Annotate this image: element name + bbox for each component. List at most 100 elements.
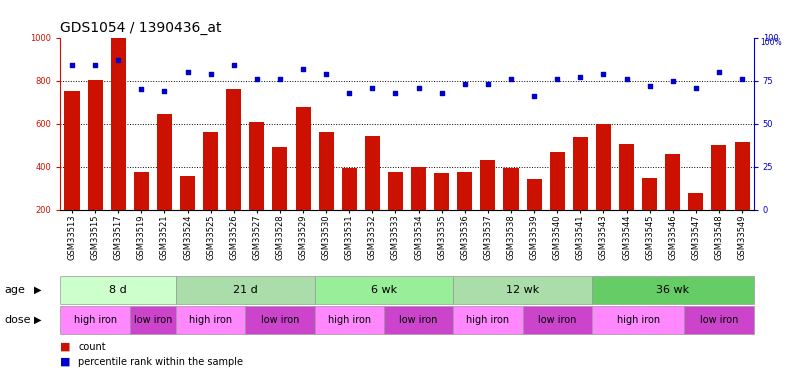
Point <box>597 71 610 77</box>
Point <box>112 57 125 63</box>
Point <box>528 93 541 99</box>
Point <box>320 71 333 77</box>
Text: high iron: high iron <box>73 315 117 325</box>
Point <box>389 90 402 96</box>
Bar <box>157 114 172 253</box>
Bar <box>453 276 592 304</box>
Bar <box>88 80 102 253</box>
Text: high iron: high iron <box>467 315 509 325</box>
Text: count: count <box>78 342 106 352</box>
Point <box>667 78 679 84</box>
Point <box>273 76 286 82</box>
Bar <box>272 147 288 253</box>
Point <box>204 71 217 77</box>
Bar <box>592 276 754 304</box>
Point <box>481 81 494 87</box>
Bar <box>734 142 750 253</box>
Point <box>251 76 264 82</box>
Bar <box>176 276 314 304</box>
Text: 6 wk: 6 wk <box>371 285 397 295</box>
Bar <box>314 276 453 304</box>
Text: age: age <box>4 285 25 295</box>
Bar <box>619 144 634 253</box>
Text: 100%: 100% <box>761 38 782 46</box>
Text: high iron: high iron <box>617 315 659 325</box>
Bar <box>504 168 518 253</box>
Bar <box>64 92 80 253</box>
Bar <box>180 176 195 253</box>
Bar <box>573 137 588 253</box>
Bar <box>596 124 611 253</box>
Text: dose: dose <box>4 315 31 325</box>
Point <box>181 69 194 75</box>
Point <box>343 90 355 96</box>
Point <box>643 83 656 89</box>
Point <box>713 69 725 75</box>
Text: ▶: ▶ <box>34 285 41 295</box>
Text: low iron: low iron <box>700 315 738 325</box>
Bar <box>296 106 310 253</box>
Bar <box>226 89 241 253</box>
Point <box>89 62 102 68</box>
Text: low iron: low iron <box>134 315 172 325</box>
Point <box>297 66 310 72</box>
Bar <box>592 306 684 334</box>
Bar <box>550 152 565 253</box>
Text: 21 d: 21 d <box>233 285 258 295</box>
Bar <box>457 172 472 253</box>
Bar <box>522 306 592 334</box>
Bar <box>365 136 380 253</box>
Point <box>158 88 171 94</box>
Bar <box>665 154 680 253</box>
Text: percentile rank within the sample: percentile rank within the sample <box>78 357 243 367</box>
Bar <box>249 122 264 253</box>
Bar <box>342 168 357 253</box>
Point <box>689 84 702 90</box>
Point <box>435 90 448 96</box>
Text: high iron: high iron <box>328 315 371 325</box>
Bar <box>314 306 384 334</box>
Bar <box>130 306 176 334</box>
Bar <box>176 306 245 334</box>
Bar <box>434 173 449 253</box>
Text: low iron: low iron <box>400 315 438 325</box>
Point <box>620 76 633 82</box>
Bar <box>712 146 726 253</box>
Text: high iron: high iron <box>189 315 232 325</box>
Bar <box>684 306 754 334</box>
Bar <box>480 160 496 253</box>
Bar <box>60 306 130 334</box>
Point <box>574 74 587 80</box>
Bar <box>388 172 403 253</box>
Bar <box>384 306 453 334</box>
Bar <box>411 167 426 253</box>
Point <box>505 76 517 82</box>
Text: 8 d: 8 d <box>110 285 127 295</box>
Text: 36 wk: 36 wk <box>656 285 689 295</box>
Bar <box>688 193 704 253</box>
Point <box>736 76 749 82</box>
Text: 12 wk: 12 wk <box>506 285 539 295</box>
Text: low iron: low iron <box>261 315 299 325</box>
Bar <box>60 210 754 253</box>
Point <box>135 86 147 92</box>
Point <box>65 62 78 68</box>
Bar <box>526 179 542 253</box>
Bar <box>642 178 657 253</box>
Text: ▶: ▶ <box>34 315 41 325</box>
Text: ■: ■ <box>60 357 71 367</box>
Bar <box>60 276 176 304</box>
Bar <box>453 306 522 334</box>
Bar <box>110 38 126 253</box>
Bar <box>245 306 314 334</box>
Bar <box>203 132 218 253</box>
Text: low iron: low iron <box>538 315 576 325</box>
Bar <box>318 132 334 253</box>
Point <box>459 81 472 87</box>
Point <box>227 62 240 68</box>
Point <box>366 84 379 90</box>
Text: GDS1054 / 1390436_at: GDS1054 / 1390436_at <box>60 21 222 35</box>
Bar <box>134 172 149 253</box>
Point <box>550 76 563 82</box>
Text: ■: ■ <box>60 342 71 352</box>
